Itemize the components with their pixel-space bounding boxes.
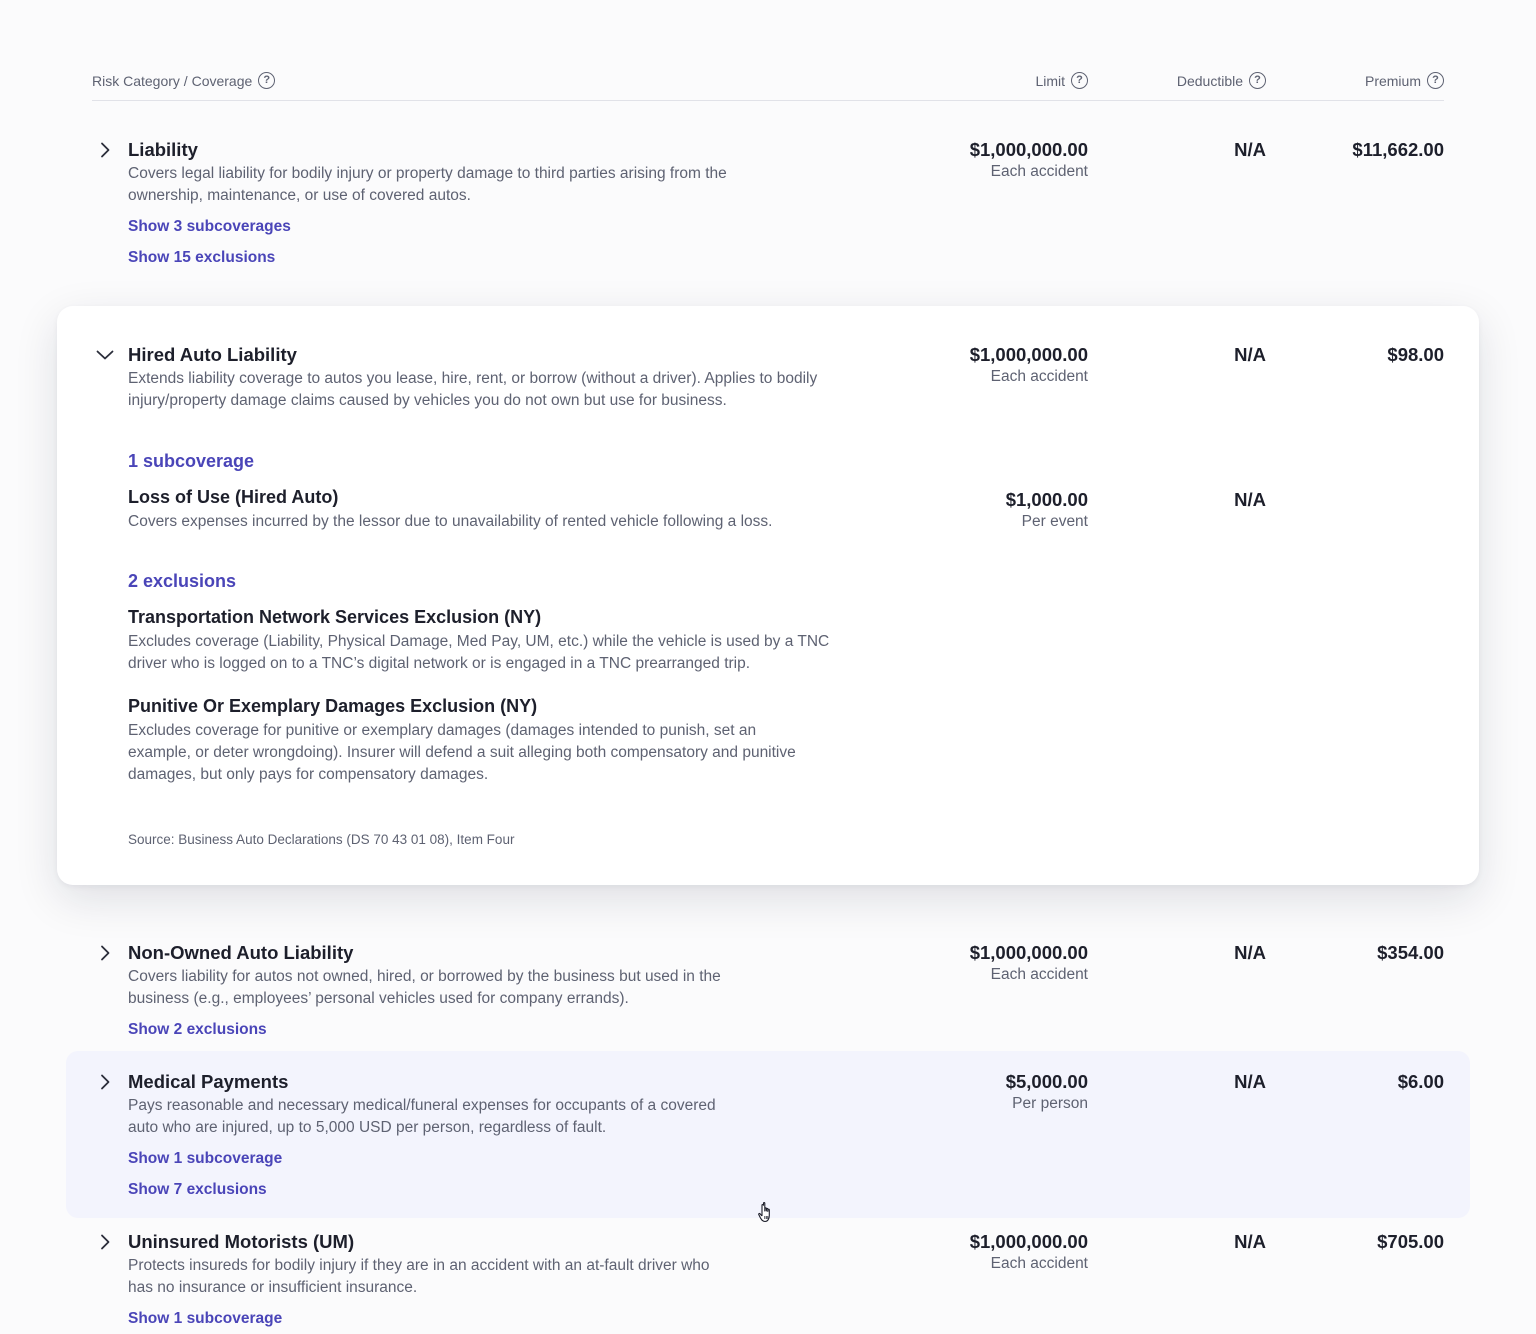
help-icon[interactable]: ? (1071, 72, 1088, 89)
coverage-title: Hired Auto Liability (128, 344, 297, 365)
coverage-description: Covers liability for autos not owned, hi… (128, 968, 721, 1007)
coverage-row-hired-auto-liability[interactable]: Hired Auto Liability Extends liability c… (0, 344, 1536, 864)
premium-value: $705.00 (1377, 1231, 1444, 1252)
coverage-title: Liability (128, 139, 198, 160)
column-header-risk-category: Risk Category / Coverage ? (92, 72, 276, 89)
exclusion-description: Excludes coverage for punitive or exempl… (128, 722, 796, 783)
limit-basis: Each accident (990, 1255, 1088, 1272)
chevron-down-icon[interactable] (96, 346, 114, 364)
exclusion-title: Punitive Or Exemplary Damages Exclusion … (128, 696, 538, 716)
column-header-limit: Limit ? (1035, 72, 1088, 89)
limit-value: $1,000,000.00 (969, 344, 1088, 365)
limit-basis: Each accident (990, 368, 1088, 385)
coverage-row-uninsured-motorists[interactable]: Uninsured Motorists (UM) Protects insure… (0, 1231, 1536, 1334)
table-header: Risk Category / Coverage ? Limit ? Deduc… (92, 70, 1444, 101)
source-note: Source: Business Auto Declarations (DS 7… (128, 832, 515, 847)
show-subcoverages-link[interactable]: Show 1 subcoverage (128, 1310, 283, 1327)
coverage-row-non-owned-auto-liability[interactable]: Non-Owned Auto Liability Covers liabilit… (0, 942, 1536, 1042)
subcoverage-section-heading: 1 subcoverage (128, 451, 255, 471)
subcoverage-limit-value: $1,000.00 (1005, 489, 1088, 510)
premium-value: $6.00 (1397, 1071, 1444, 1092)
coverage-title: Medical Payments (128, 1071, 289, 1092)
help-icon[interactable]: ? (258, 72, 276, 89)
show-exclusions-link[interactable]: Show 15 exclusions (128, 249, 276, 266)
deductible-value: N/A (1234, 1071, 1266, 1092)
show-subcoverages-link[interactable]: Show 3 subcoverages (128, 218, 291, 235)
coverage-description: Covers legal liability for bodily injury… (128, 165, 727, 204)
subcoverage-deductible-value: N/A (1234, 489, 1266, 510)
help-icon[interactable]: ? (1249, 72, 1266, 89)
coverage-row-liability[interactable]: Liability Covers legal liability for bod… (0, 139, 1536, 279)
coverage-description: Protects insureds for bodily injury if t… (128, 1257, 710, 1296)
help-icon[interactable]: ? (1427, 72, 1444, 89)
premium-value: $11,662.00 (1352, 139, 1444, 160)
limit-value: $1,000,000.00 (969, 1231, 1088, 1252)
chevron-right-icon[interactable] (96, 1233, 114, 1251)
limit-value: $1,000,000.00 (969, 942, 1088, 963)
deductible-value: N/A (1234, 942, 1266, 963)
show-exclusions-link[interactable]: Show 2 exclusions (128, 1021, 267, 1038)
chevron-right-icon[interactable] (96, 1073, 114, 1091)
column-header-deductible: Deductible ? (1177, 72, 1266, 89)
column-header-premium: Premium ? (1365, 72, 1444, 89)
exclusion-section-heading: 2 exclusions (128, 571, 237, 591)
limit-basis: Each accident (990, 966, 1088, 983)
show-subcoverages-link[interactable]: Show 1 subcoverage (128, 1150, 283, 1167)
limit-value: $1,000,000.00 (969, 139, 1088, 160)
subcoverage-title: Loss of Use (Hired Auto) (128, 487, 339, 507)
premium-value: $354.00 (1377, 942, 1444, 963)
coverage-row-medical-payments[interactable]: Medical Payments Pays reasonable and nec… (0, 1071, 1536, 1211)
subcoverage-item: Loss of Use (Hired Auto) Covers expenses… (0, 487, 1536, 537)
chevron-right-icon[interactable] (96, 141, 114, 159)
expanded-coverage-card (57, 306, 1479, 885)
subcoverage-limit-basis: Per event (1021, 513, 1088, 530)
exclusion-description: Excludes coverage (Liability, Physical D… (128, 633, 830, 672)
coverage-title: Uninsured Motorists (UM) (128, 1231, 355, 1252)
hand-pointer-cursor-icon (758, 1201, 770, 1223)
coverage-description: Pays reasonable and necessary medical/fu… (128, 1097, 716, 1136)
hovered-row-highlight (66, 1051, 1470, 1218)
deductible-value: N/A (1234, 1231, 1266, 1252)
exclusion-item: Punitive Or Exemplary Damages Exclusion … (0, 696, 1536, 786)
deductible-value: N/A (1234, 139, 1266, 160)
coverage-title: Non-Owned Auto Liability (128, 942, 354, 963)
exclusion-title: Transportation Network Services Exclusio… (128, 607, 542, 627)
chevron-right-icon[interactable] (96, 944, 114, 962)
exclusion-item: Transportation Network Services Exclusio… (0, 607, 1536, 677)
subcoverage-description: Covers expenses incurred by the lessor d… (128, 513, 773, 530)
limit-basis: Per person (1012, 1095, 1088, 1112)
show-exclusions-link[interactable]: Show 7 exclusions (128, 1181, 267, 1198)
coverage-description: Extends liability coverage to autos you … (128, 370, 818, 409)
premium-value: $98.00 (1387, 344, 1444, 365)
limit-basis: Each accident (990, 163, 1088, 180)
deductible-value: N/A (1234, 344, 1266, 365)
limit-value: $5,000.00 (1005, 1071, 1088, 1092)
